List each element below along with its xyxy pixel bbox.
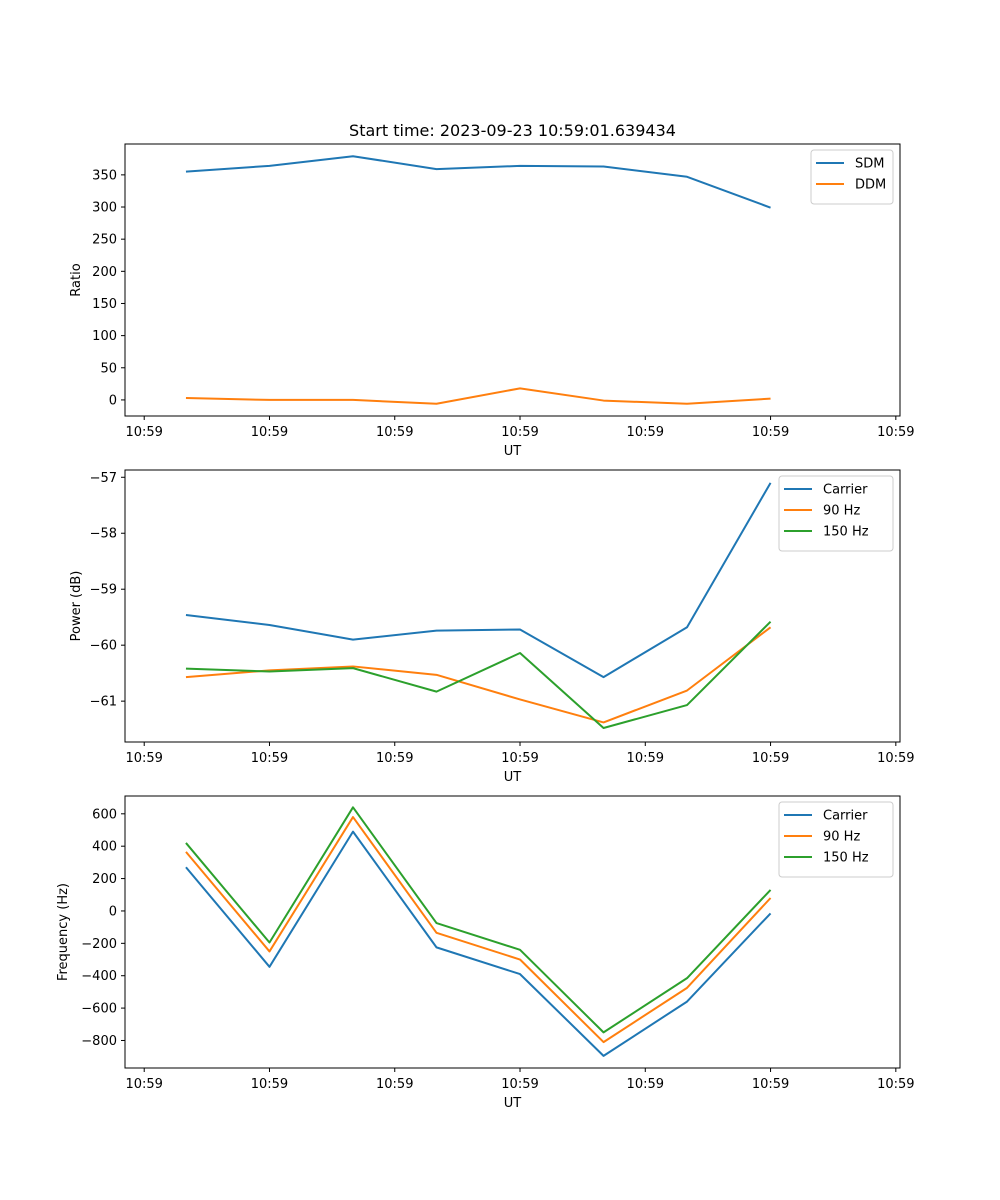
y-tick-label: −57 <box>90 471 117 486</box>
legend-entry: 150 Hz <box>823 851 869 866</box>
x-axis-label: UT <box>504 770 522 785</box>
x-axis-label: UT <box>504 1096 522 1111</box>
series-line-150-hz <box>185 620 772 730</box>
axes-frame <box>124 143 901 417</box>
legend-box <box>778 801 894 878</box>
plot-area <box>125 144 900 416</box>
y-tick-label: −800 <box>81 1034 117 1049</box>
x-tick-label: 10:59 <box>501 1077 538 1092</box>
x-tick-label: 10:59 <box>251 751 288 766</box>
x-tick-label: 10:59 <box>877 751 914 766</box>
y-tick-label: −400 <box>81 969 117 984</box>
y-tick-label: 0 <box>109 393 117 408</box>
legend-entry: 90 Hz <box>823 830 860 845</box>
y-tick-label: 400 <box>92 840 117 855</box>
y-tick-label: 150 <box>92 297 117 312</box>
legend: Carrier 90 Hz 150 Hz <box>778 475 894 552</box>
y-axis-label: Frequency (Hz) <box>56 883 71 981</box>
y-tick-label: −60 <box>90 639 117 654</box>
legend-entry: 150 Hz <box>823 525 869 540</box>
y-tick-label: 0 <box>109 904 117 919</box>
x-tick-label: 10:59 <box>627 1077 664 1092</box>
y-axis-label: Power (dB) <box>69 571 84 642</box>
x-axis-label: UT <box>504 444 522 459</box>
series-line-carrier <box>185 482 772 679</box>
x-tick-label: 10:59 <box>877 425 914 440</box>
x-tick-label: 10:59 <box>251 425 288 440</box>
y-tick-label: 200 <box>92 265 117 280</box>
chart-panel-3: 10:59 10:59 10:59 10:59 10:59 10:59 10:59 −800 −… <box>56 795 915 1111</box>
series-line-90-hz <box>185 816 772 1044</box>
y-tick-label: 50 <box>100 361 117 376</box>
x-tick-label: 10:59 <box>501 425 538 440</box>
x-tick-label: 10:59 <box>376 751 413 766</box>
legend-box <box>778 475 894 552</box>
x-tick-label: 10:59 <box>125 425 162 440</box>
legend-entry: 90 Hz <box>823 504 860 519</box>
y-tick-label: −58 <box>90 527 117 542</box>
series-line-90-hz <box>185 626 772 724</box>
x-tick-label: 10:59 <box>251 1077 288 1092</box>
y-tick-label: 600 <box>92 807 117 822</box>
y-tick-label: −600 <box>81 1002 117 1017</box>
x-tick-label: 10:59 <box>376 1077 413 1092</box>
x-tick-label: 10:59 <box>752 751 789 766</box>
series-line-ddm <box>185 387 771 405</box>
figure-title: Start time: 2023-09-23 10:59:01.639434 <box>349 121 676 140</box>
x-tick-label: 10:59 <box>752 1077 789 1092</box>
legend: Carrier 90 Hz 150 Hz <box>778 801 894 878</box>
x-tick-label: 10:59 <box>501 751 538 766</box>
y-tick-label: −200 <box>81 937 117 952</box>
x-tick-label: 10:59 <box>376 425 413 440</box>
x-tick-label: 10:59 <box>877 1077 914 1092</box>
y-tick-label: 100 <box>92 329 117 344</box>
y-tick-label: 250 <box>92 233 117 248</box>
x-tick-label: 10:59 <box>125 1077 162 1092</box>
y-tick-label: −61 <box>90 695 117 710</box>
y-tick-label: 300 <box>92 201 117 216</box>
series-line-150-hz <box>185 806 772 1034</box>
legend-entry: Carrier <box>823 483 868 498</box>
chart-panel-1: 10:59 10:59 10:59 10:59 10:59 10:59 10:59 0 50 10… <box>69 143 915 459</box>
legend: SDM DDM <box>810 149 894 205</box>
x-tick-label: 10:59 <box>125 751 162 766</box>
y-tick-label: 200 <box>92 872 117 887</box>
y-tick-label: 350 <box>92 168 117 183</box>
legend-entry: DDM <box>855 178 886 193</box>
axes-frame <box>124 795 901 1069</box>
series-line-sdm <box>185 155 771 209</box>
y-tick-label: −59 <box>90 583 117 598</box>
x-tick-label: 10:59 <box>627 425 664 440</box>
y-axis-label: Ratio <box>69 263 84 296</box>
legend-entry: Carrier <box>823 809 868 824</box>
axes-frame <box>124 469 901 743</box>
x-tick-label: 10:59 <box>752 425 789 440</box>
legend-entry: SDM <box>855 157 884 172</box>
x-tick-label: 10:59 <box>627 751 664 766</box>
series-line-carrier <box>185 830 772 1057</box>
chart-panel-2: 10:59 10:59 10:59 10:59 10:59 10:59 10:59 −61 −6… <box>69 469 915 785</box>
